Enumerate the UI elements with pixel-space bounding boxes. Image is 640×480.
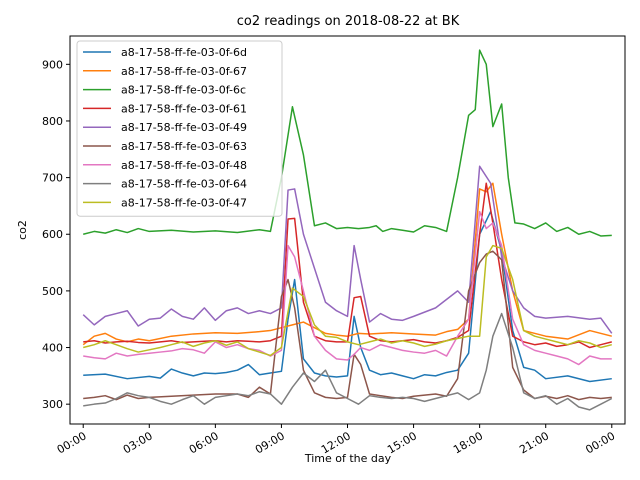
legend-label: a8-17-58-ff-fe-03-0f-6c	[121, 84, 246, 97]
chart-title: co2 readings on 2018-08-22 at BK	[237, 14, 460, 29]
y-tick-label: 700	[42, 172, 63, 185]
legend-label: a8-17-58-ff-fe-03-0f-48	[121, 159, 247, 172]
legend-box	[76, 40, 283, 217]
series-line-2	[83, 49, 612, 237]
y-tick-label: 600	[42, 228, 63, 241]
series-line-7	[83, 312, 613, 411]
y-tick-label: 300	[42, 398, 63, 411]
y-tick-label: 400	[42, 342, 63, 355]
legend-label: a8-17-58-ff-fe-03-0f-61	[121, 102, 247, 115]
series-line-6	[83, 210, 612, 366]
series-line-1	[82, 182, 612, 346]
series-line-3	[83, 182, 612, 349]
legend-label: a8-17-58-ff-fe-03-0f-63	[121, 140, 247, 153]
legend-label: a8-17-58-ff-fe-03-0f-47	[121, 196, 247, 209]
plot-lines	[82, 49, 613, 411]
legend: a8-17-58-ff-fe-03-0f-6d a8-17-58-ff-fe-03…	[76, 40, 283, 217]
legend-label: a8-17-58-ff-fe-03-0f-67	[121, 65, 247, 78]
legend-label: a8-17-58-ff-fe-03-0f-64	[121, 178, 247, 191]
y-axis-label: co2	[16, 220, 29, 240]
y-axis: 300 400 500 600 700 800 900	[42, 58, 70, 411]
y-tick-label: 800	[42, 115, 63, 128]
series-line-5	[83, 250, 612, 401]
x-axis-label: Time of the day	[304, 452, 392, 465]
y-tick-label: 500	[42, 285, 63, 298]
y-tick-label: 900	[42, 58, 63, 71]
series-line-8	[83, 244, 612, 357]
legend-label: a8-17-58-ff-fe-03-0f-6d	[121, 46, 247, 59]
legend-label: a8-17-58-ff-fe-03-0f-49	[121, 121, 247, 134]
